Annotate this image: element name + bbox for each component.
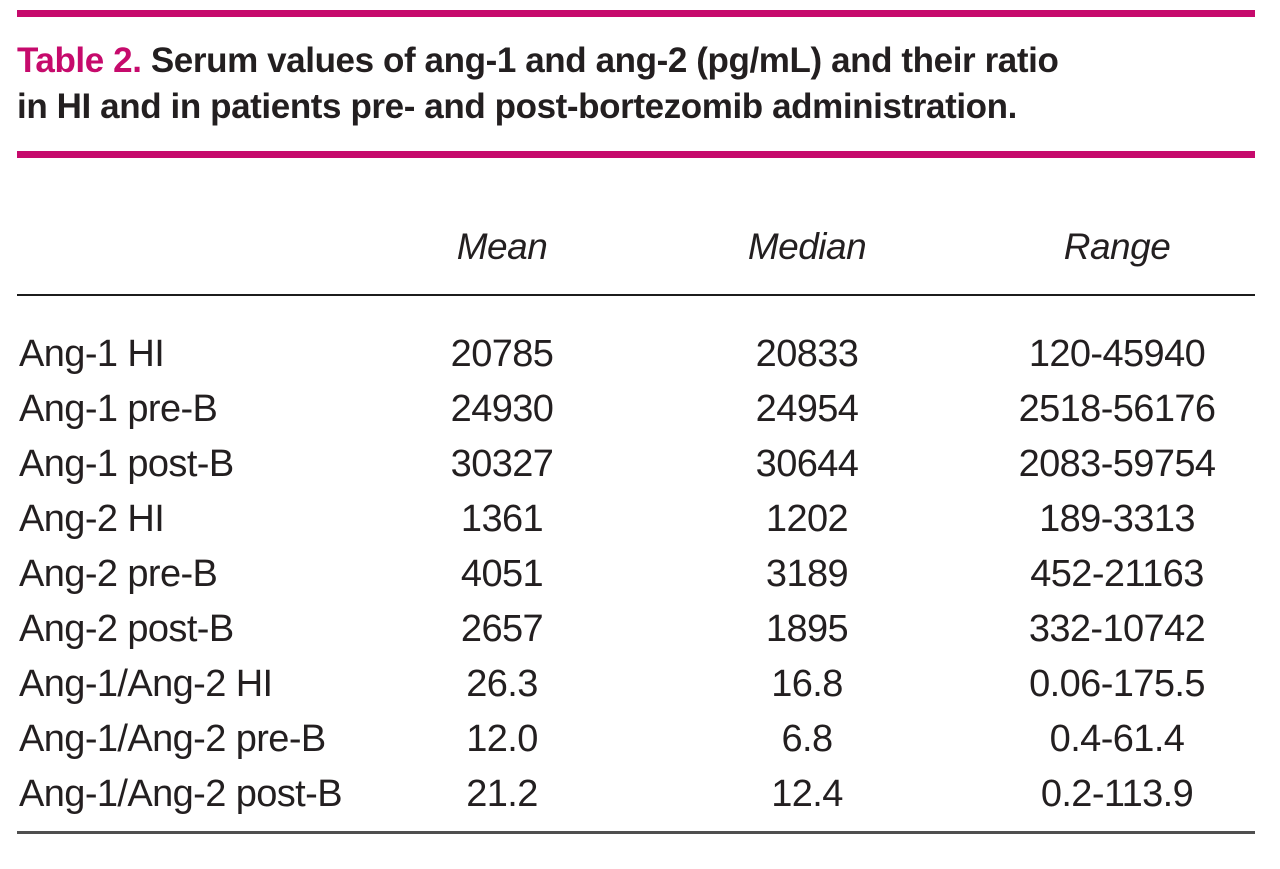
table-number-label: Table 2. <box>17 41 142 80</box>
median-value: 16.8 <box>771 663 843 705</box>
caption-line-1: Table 2. Serum values of ang-1 and ang-2… <box>17 38 1267 84</box>
range-value: 120-45940 <box>1028 333 1206 375</box>
row-label: Ang-1 pre-B <box>19 388 218 430</box>
median-value: 30644 <box>755 443 859 485</box>
table-header-rule <box>17 294 1255 296</box>
table-row: Ang-1/Ang-2 pre-B 12.0 6.8 0.4-61.4 <box>17 712 1255 767</box>
median-value: 6.8 <box>781 718 833 760</box>
median-value: 24954 <box>755 388 859 430</box>
range-value: 2518-56176 <box>1018 388 1216 430</box>
table-row: Ang-2 post-B 2657 1895 332-10742 <box>17 602 1255 657</box>
range-value: 452-21163 <box>1030 553 1204 595</box>
mean-value: 26.3 <box>466 663 538 705</box>
row-label: Ang-1 post-B <box>19 443 234 485</box>
table-row: Ang-2 HI 1361 1202 189-3313 <box>17 492 1255 547</box>
table-row: Ang-1 pre-B 24930 24954 2518-56176 <box>17 382 1255 437</box>
table-row: Ang-1 post-B 30327 30644 2083-59754 <box>17 437 1255 492</box>
mean-value: 30327 <box>450 443 554 485</box>
table-header-row: Mean Median Range <box>17 222 1255 272</box>
median-value: 1895 <box>765 608 849 650</box>
range-value: 0.4-61.4 <box>1049 718 1185 760</box>
median-value: 3189 <box>765 553 849 595</box>
row-label: Ang-1/Ang-2 post-B <box>19 773 343 815</box>
table-caption: Table 2. Serum values of ang-1 and ang-2… <box>17 38 1267 130</box>
mean-value: 2657 <box>460 608 544 650</box>
row-label: Ang-1/Ang-2 pre-B <box>19 718 326 760</box>
table-row: Ang-1/Ang-2 HI 26.3 16.8 0.06-175.5 <box>17 657 1255 712</box>
median-value: 1202 <box>765 498 849 540</box>
table-row: Ang-1/Ang-2 post-B 21.2 12.4 0.2-113.9 <box>17 767 1255 822</box>
range-value: 189-3313 <box>1039 498 1195 540</box>
column-header-median: Median <box>747 226 867 267</box>
range-value: 0.2-113.9 <box>1040 773 1194 815</box>
column-header-range: Range <box>1063 226 1171 267</box>
mean-value: 21.2 <box>466 773 538 815</box>
mean-value: 1361 <box>460 498 544 540</box>
caption-title-part-1: Serum values of ang-1 and ang-2 (pg/mL) … <box>150 41 1059 80</box>
caption-bottom-accent-bar <box>17 151 1255 158</box>
table-row: Ang-2 pre-B 4051 3189 452-21163 <box>17 547 1255 602</box>
column-header-mean: Mean <box>456 226 548 267</box>
range-value: 0.06-175.5 <box>1029 663 1205 705</box>
table-bottom-rule <box>17 831 1255 834</box>
row-label: Ang-1/Ang-2 HI <box>19 663 273 705</box>
mean-value: 4051 <box>460 553 544 595</box>
mean-value: 20785 <box>450 333 554 375</box>
row-label: Ang-1 HI <box>19 333 165 375</box>
mean-value: 12.0 <box>466 718 538 760</box>
row-label: Ang-2 pre-B <box>19 553 218 595</box>
top-accent-bar <box>17 10 1255 17</box>
mean-value: 24930 <box>450 388 554 430</box>
table-body: Ang-1 HI 20785 20833 120-45940 Ang-1 pre… <box>17 327 1255 822</box>
range-value: 2083-59754 <box>1018 443 1216 485</box>
table-row: Ang-1 HI 20785 20833 120-45940 <box>17 327 1255 382</box>
row-label: Ang-2 HI <box>19 498 165 540</box>
median-value: 12.4 <box>771 773 843 815</box>
caption-line-2: in HI and in patients pre- and post-bort… <box>17 87 1017 126</box>
row-label: Ang-2 post-B <box>19 608 234 650</box>
median-value: 20833 <box>755 333 859 375</box>
range-value: 332-10742 <box>1028 608 1206 650</box>
